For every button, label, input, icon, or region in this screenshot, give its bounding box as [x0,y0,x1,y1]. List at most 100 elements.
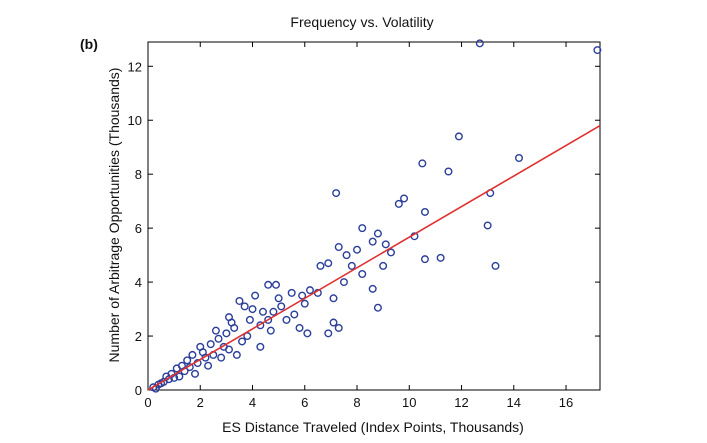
data-point [287,288,296,297]
data-point [214,334,223,343]
data-point [303,329,312,338]
data-point [290,310,299,319]
data-point [400,194,409,203]
data-point [277,302,286,311]
y-tick-label: 12 [128,59,142,74]
data-point [353,245,362,254]
data-point [379,261,388,270]
data-point [258,307,267,316]
y-tick-label: 10 [128,113,142,128]
data-point [373,303,382,312]
data-point [358,270,367,279]
data-point [198,348,207,357]
data-point [324,329,333,338]
y-tick-label: 6 [135,221,142,236]
data-point [256,342,265,351]
data-point [232,350,241,359]
data-point [368,237,377,246]
data-point [332,189,341,198]
data-point [329,318,338,327]
data-point [334,323,343,332]
x-axis: 0 2 4 6 8 10 12 14 16 [144,42,573,410]
x-tick-label: 14 [507,395,521,410]
data-point [264,315,273,324]
data-point [206,340,215,349]
x-tick-label: 10 [402,395,416,410]
data-point [368,284,377,293]
data-point [172,364,181,373]
data-point [204,361,213,370]
data-point [324,259,333,268]
data-point [342,251,351,260]
data-point [157,379,166,388]
x-tick-label: 2 [197,395,204,410]
data-point [483,221,492,230]
y-axis: 0 2 4 6 8 10 12 [128,59,600,398]
regression-line [147,124,601,391]
data-point [298,291,307,300]
data-point [269,307,278,316]
data-point [420,207,429,216]
data-point [256,321,265,330]
data-point [238,337,247,346]
data-point [491,261,500,270]
data-point [334,243,343,252]
data-point [381,240,390,249]
x-tick-label: 16 [559,395,573,410]
plot-frame [147,41,601,391]
y-tick-label: 0 [135,383,142,398]
y-tick-label: 2 [135,329,142,344]
data-point [274,294,283,303]
data-point [217,353,226,362]
data-point [266,326,275,335]
data-point [316,261,325,270]
data-point [245,315,254,324]
data-point [272,280,281,289]
panel-label: (b) [80,36,98,52]
data-point [191,369,200,378]
data-point [222,329,231,338]
data-point [264,280,273,289]
data-point [295,323,304,332]
data-point [347,261,356,270]
data-point [475,39,484,48]
data-point [418,159,427,168]
x-tick-label: 0 [144,395,151,410]
x-tick-label: 4 [249,395,256,410]
y-tick-label: 8 [135,167,142,182]
chart-title: Frequency vs. Volatility [290,14,433,30]
data-point [248,305,257,314]
data-point [358,224,367,233]
data-point [420,255,429,264]
data-point [305,286,314,295]
data-point [436,253,445,262]
data-point [300,299,309,308]
data-point [240,302,249,311]
data-point [183,356,192,365]
data-point [444,167,453,176]
data-point [224,345,233,354]
data-point [593,46,602,55]
data-point [211,326,220,335]
data-point [224,313,233,322]
x-axis-label: ES Distance Traveled (Index Points, Thou… [222,419,524,435]
data-point [329,294,338,303]
data-point [386,248,395,257]
data-point [188,350,197,359]
data-point [515,153,524,162]
data-point [251,291,260,300]
data-point [339,278,348,287]
x-tick-label: 6 [301,395,308,410]
data-point [235,296,244,305]
x-tick-label: 8 [353,395,360,410]
data-point [454,132,463,141]
data-point [373,229,382,238]
data-point [394,199,403,208]
data-points [149,39,602,393]
y-axis-label: Number of Arbitrage Opportunities (Thous… [106,68,122,363]
x-tick-label: 12 [454,395,468,410]
data-point [175,372,184,381]
data-point [282,315,291,324]
y-tick-label: 4 [135,275,142,290]
